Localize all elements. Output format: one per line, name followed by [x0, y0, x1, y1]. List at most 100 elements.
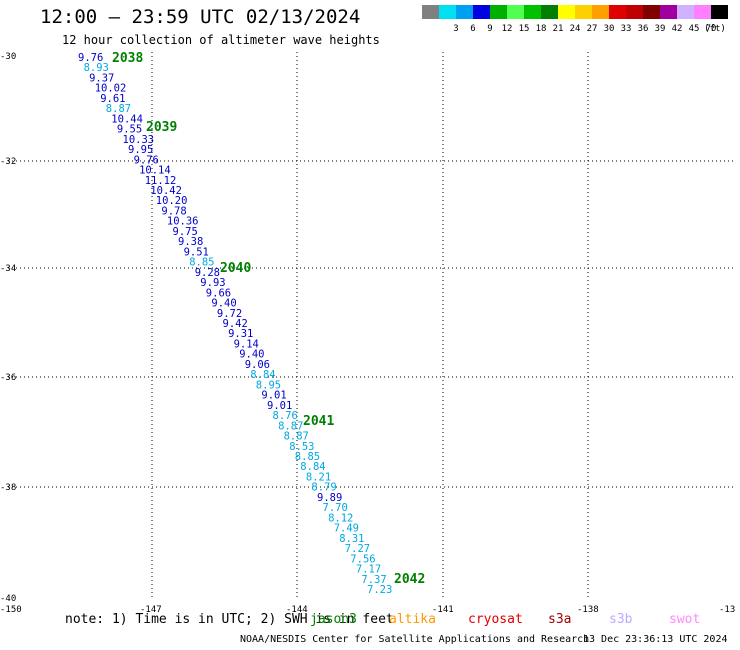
- wave-height-reading: 10.33: [123, 134, 155, 146]
- wave-height-reading: 7.17: [356, 564, 381, 576]
- latitude-labels: -30 -32 -34 -36 -38 -40: [0, 52, 16, 604]
- wave-height-reading: 9.95: [128, 144, 153, 156]
- wave-height-reading: 8.87: [278, 420, 303, 432]
- legend-label: 70: [705, 24, 717, 34]
- wave-height-reading: 9.40: [239, 349, 264, 361]
- legend-label: 6: [470, 24, 476, 34]
- wave-height-reading: 9.75: [173, 226, 198, 238]
- wave-height-reading: 7.27: [345, 543, 370, 555]
- wave-height-reading: 8.93: [84, 62, 109, 74]
- wave-height-reading: 8.84: [300, 461, 325, 473]
- legend-label: 30: [603, 24, 615, 34]
- wave-height-reading: 8.85: [295, 451, 320, 463]
- legend-label: 18: [535, 24, 547, 34]
- legend-label: 39: [654, 24, 666, 34]
- footer-timestamp: 13 Dec 23:36:13 UTC 2024: [583, 634, 728, 645]
- legend-label: 36: [637, 24, 649, 34]
- wave-height-reading: 10.36: [167, 216, 199, 228]
- satellite-label-jason3: jason3: [310, 612, 357, 627]
- wave-height-reading: 8.76: [273, 410, 298, 422]
- track-time-label: 2041: [303, 414, 334, 429]
- legend-label: 24: [569, 24, 581, 34]
- wave-height-reading: 9.38: [178, 236, 203, 248]
- satellite-label-swot: swot: [669, 612, 701, 627]
- wave-height-reading: 11.12: [145, 175, 177, 187]
- wave-height-reading: 8.53: [289, 441, 314, 453]
- wave-height-reading: 9.01: [261, 390, 286, 402]
- wave-height-reading: 9.78: [161, 206, 186, 218]
- legend-swatch: [660, 5, 677, 19]
- legend-label: 33: [620, 24, 632, 34]
- wave-height-reading: 9.31: [228, 328, 253, 340]
- wave-height-reading: 9.40: [211, 298, 236, 310]
- satellite-label-s3a: s3a: [548, 612, 572, 627]
- track-time-label: 2038: [112, 51, 143, 66]
- wave-height-reading: 9.61: [100, 93, 125, 105]
- wave-height-reading: 9.93: [200, 277, 225, 289]
- map-title: 12:00 – 23:59 UTC 02/13/2024: [40, 6, 361, 28]
- wave-height-reading: 10.20: [156, 195, 188, 207]
- wave-height-reading: 9.14: [234, 339, 259, 351]
- longitude-label: -138: [577, 605, 599, 615]
- wave-height-reading: 9.06: [245, 359, 270, 371]
- latitude-label: -30: [0, 52, 16, 62]
- wave-height-reading: 9.89: [317, 492, 342, 504]
- satellite-label-s3b: s3b: [609, 612, 633, 627]
- legend-label: 27: [586, 24, 598, 34]
- wave-height-reading: 9.51: [184, 246, 209, 258]
- wave-height-reading: 8.87: [284, 431, 309, 443]
- wave-height-reading: 8.84: [250, 369, 275, 381]
- longitude-label: -141: [432, 605, 454, 615]
- wave-height-reading: 7.56: [350, 553, 375, 565]
- track-time-label: 2040: [220, 261, 251, 276]
- longitude-label: -150: [0, 605, 22, 615]
- longitude-label: -147: [140, 605, 162, 615]
- track-time-label: 2039: [146, 120, 177, 135]
- wave-height-reading: 7.23: [367, 584, 392, 596]
- legend-label: 12: [501, 24, 513, 34]
- legend-swatch: [541, 5, 558, 19]
- footer-credit: NOAA/NESDIS Center for Satellite Applica…: [240, 634, 590, 645]
- legend-swatch: [609, 5, 626, 19]
- wave-height-reading: 10.14: [139, 165, 171, 177]
- legend-unit: (ft): [704, 24, 726, 34]
- legend-swatch: [592, 5, 609, 19]
- note-text: note: 1) Time is in UTC; 2) SWH is in fe…: [65, 612, 394, 627]
- legend-label: 15: [518, 24, 530, 34]
- wave-height-readings: 9.768.939.3710.029.618.8710.449.5510.339…: [78, 52, 392, 596]
- wave-height-reading: 8.87: [106, 103, 131, 115]
- longitude-label: -144: [286, 605, 308, 615]
- legend-swatch: [711, 5, 728, 19]
- legend-swatch: [694, 5, 711, 19]
- wave-height-reading: 8.12: [328, 512, 353, 524]
- wave-height-reading: 7.70: [323, 502, 348, 514]
- wave-height-reading: 8.95: [256, 379, 281, 391]
- wave-height-reading: 7.37: [361, 574, 386, 586]
- legend-label: 45: [688, 24, 700, 34]
- latitude-label: -32: [0, 157, 16, 167]
- legend-swatch: [473, 5, 490, 19]
- wave-height-reading: 9.76: [78, 52, 103, 64]
- map-grid: [8, 52, 734, 600]
- wave-height-reading: 9.42: [223, 318, 248, 330]
- wave-height-reading: 7.49: [334, 523, 359, 535]
- track-labels: 2038 2039 2040 2041 2042: [112, 51, 425, 587]
- wave-height-reading: 8.85: [189, 257, 214, 269]
- legend-swatch: [507, 5, 524, 19]
- satellite-label-cryosat: cryosat: [468, 612, 523, 627]
- latitude-label: -38: [0, 483, 16, 493]
- legend-swatch: [524, 5, 541, 19]
- legend-label: 42: [671, 24, 683, 34]
- wave-height-reading: 10.42: [150, 185, 182, 197]
- wave-height-reading: 9.66: [206, 287, 231, 299]
- wave-height-reading: 8.31: [339, 533, 364, 545]
- wave-height-reading: 9.76: [134, 154, 159, 166]
- wave-height-reading: 9.01: [267, 400, 292, 412]
- legend-swatch: [643, 5, 660, 19]
- wave-height-reading: 10.02: [95, 83, 127, 95]
- track-time-label: 2042: [394, 572, 425, 587]
- wave-height-reading: 9.55: [117, 124, 142, 136]
- latitude-label: -34: [0, 264, 16, 274]
- legend-swatch: [558, 5, 575, 19]
